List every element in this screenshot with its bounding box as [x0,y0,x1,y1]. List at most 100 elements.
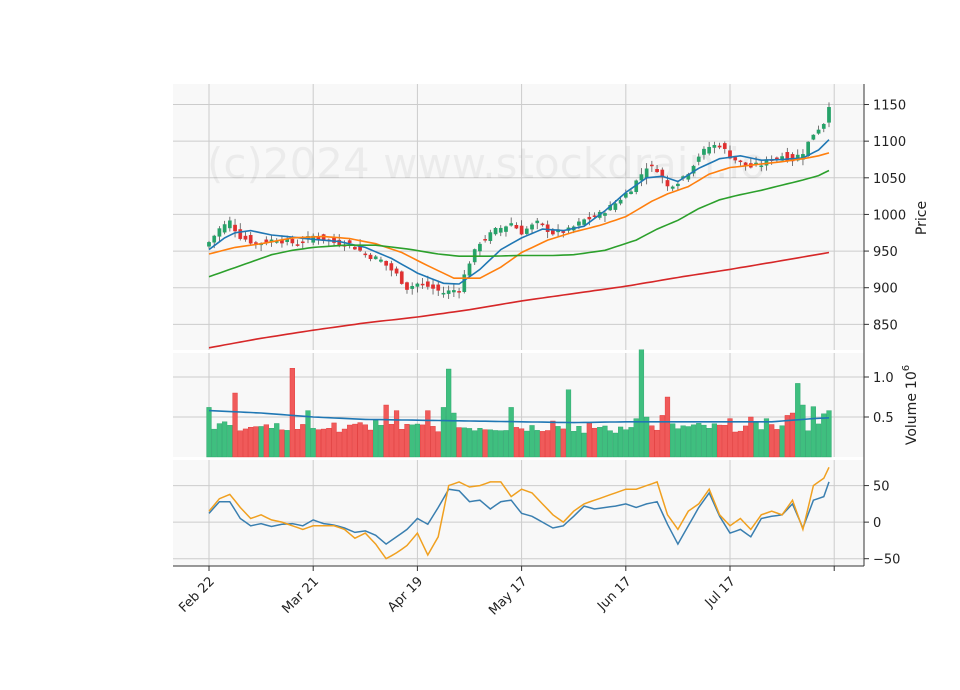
volume-bar [555,426,561,458]
candle-body [394,268,399,274]
candle-body [577,221,581,226]
volume-bar [743,425,749,458]
candle-body [207,242,211,247]
price-tick-label: 1000 [873,208,906,223]
candle [827,102,831,128]
candle [217,226,222,242]
volume-bar [466,428,473,458]
candle-body [707,146,712,154]
volume-bar [279,429,285,458]
volume-bar [487,429,493,458]
candle-body [441,292,446,295]
candle-body [696,156,701,162]
volume-axis-label: Volume106 [901,365,920,445]
price-tick-label: 950 [873,245,898,260]
volume-bar [258,426,264,458]
candle-body [639,174,644,181]
volume-bar [404,424,410,458]
volume-bar [388,424,394,458]
volume-tick-label: 1.0 [873,371,894,386]
volume-bar [227,425,233,458]
volume-bar [393,410,400,458]
candle [394,266,399,277]
volume-bar [232,392,238,458]
candle-body [347,240,352,244]
candle-body [702,148,706,155]
date-tick-label: Feb 22 [176,574,218,616]
candle-body [592,215,597,217]
candle-body [821,124,826,129]
candle [384,260,388,271]
volume-tick-label: 0.5 [873,411,894,426]
candle [759,159,764,172]
candle-body [665,180,670,187]
volume-bar [534,430,540,458]
candle-body [227,220,232,229]
volume-bar [654,429,660,458]
candle-body [363,253,368,256]
candle [399,270,404,285]
volume-bar [326,428,332,458]
volume-bar [300,424,306,458]
volume-bar [289,368,295,458]
candle-body [733,157,738,161]
candle [811,134,816,141]
candle [650,160,654,172]
candle [207,240,211,249]
candle-body [295,244,300,246]
candle [509,217,514,227]
candle [702,146,706,160]
candle-body [254,242,258,244]
candle-body [353,246,357,250]
moving-average-line [208,152,830,279]
volume-bar [612,432,618,458]
volume-bar [638,349,645,458]
candle [582,218,586,227]
candle [441,286,446,298]
candle [483,235,487,243]
candle-body [722,143,727,149]
date-tick-label: Apr 19 [385,574,426,615]
candle [373,255,378,260]
volume-bar [685,426,691,458]
price-tick-label: 850 [873,318,898,333]
moving-average-line [208,169,830,278]
candle [670,185,675,192]
candle-body [811,134,816,140]
volume-bar [519,428,525,458]
volume-bar [633,418,639,458]
volume-bar [440,407,447,458]
candle-body [243,235,248,240]
candle-body [405,282,409,290]
candle [452,284,456,297]
volume-bar [294,428,301,458]
candle [446,285,451,299]
candle [733,156,738,164]
candle [233,218,237,238]
volume-bar [529,425,535,458]
volume-bar [274,423,280,458]
candle [821,123,826,133]
price-tick-label: 1050 [873,172,906,187]
volume-bar [623,429,629,458]
candle [415,282,420,293]
candle [707,141,712,156]
volume-bar [211,428,217,458]
volume-bar [789,412,796,458]
candle-body [217,228,222,237]
volume-bar [591,427,598,458]
volume-bar [805,430,811,458]
volume-bar [763,418,770,458]
volume-bar [696,423,702,458]
candle [353,245,357,250]
candle-body [467,263,472,276]
volume-bar [305,410,311,458]
candle-body [373,256,378,260]
volume-bar [826,410,832,458]
volume-bar [461,427,467,458]
volume-bar [222,421,228,458]
volume-bar [597,427,603,458]
candle-body [551,230,555,235]
volume-bar [513,427,519,458]
